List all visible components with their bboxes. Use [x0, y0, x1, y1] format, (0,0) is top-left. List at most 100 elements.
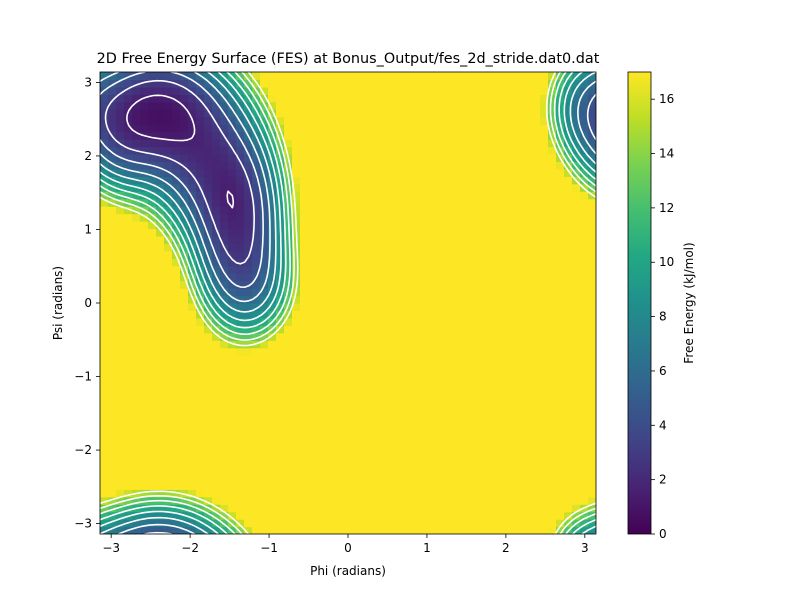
heatmap-cell [132, 206, 141, 215]
heatmap-cell [340, 444, 349, 453]
heatmap-cell [468, 429, 477, 438]
y-tick-label: 3 [84, 75, 92, 89]
heatmap-cell [532, 243, 541, 252]
heatmap-cell [108, 392, 117, 401]
heatmap-cell [420, 504, 429, 513]
heatmap-cell [148, 101, 157, 110]
heatmap-cell [460, 288, 469, 297]
heatmap-cell [580, 109, 589, 118]
heatmap-cell [276, 109, 285, 118]
heatmap-cell [156, 519, 165, 528]
heatmap-cell [428, 459, 437, 468]
heatmap-cell [228, 332, 237, 341]
heatmap-cell [220, 191, 229, 200]
heatmap-cell [508, 303, 517, 312]
heatmap-cell [404, 280, 413, 289]
heatmap-cell [388, 392, 397, 401]
heatmap-cell [172, 213, 181, 222]
heatmap-cell [412, 228, 421, 237]
heatmap-cell [516, 228, 525, 237]
heatmap-cell [220, 437, 229, 446]
heatmap-cell [148, 176, 157, 185]
heatmap-cell [356, 198, 365, 207]
heatmap-cell [292, 437, 301, 446]
heatmap-cell [228, 265, 237, 274]
heatmap-cell [396, 362, 405, 371]
heatmap-cell [356, 407, 365, 416]
heatmap-cell [332, 496, 341, 505]
heatmap-cell [428, 235, 437, 244]
heatmap-cell [516, 496, 525, 505]
heatmap-cell [548, 303, 557, 312]
heatmap-cell [252, 94, 261, 103]
heatmap-cell [524, 295, 533, 304]
heatmap-cell [412, 347, 421, 356]
heatmap-cell [284, 496, 293, 505]
heatmap-cell [268, 526, 277, 534]
heatmap-cell [188, 444, 197, 453]
heatmap-cell [132, 79, 141, 88]
heatmap-cell [332, 176, 341, 185]
heatmap-cell [148, 280, 157, 289]
heatmap-cell [500, 288, 509, 297]
heatmap-cell [364, 347, 373, 356]
heatmap-cell [132, 362, 141, 371]
heatmap-cell [108, 101, 117, 110]
heatmap-cell [308, 153, 317, 163]
heatmap-cell [172, 146, 181, 155]
heatmap-cell [364, 444, 373, 453]
heatmap-cell [428, 392, 437, 401]
heatmap-cell [204, 139, 213, 148]
heatmap-cell [516, 101, 525, 110]
y-tick-label: −1 [74, 370, 92, 384]
heatmap-cell [356, 459, 365, 468]
heatmap-cell [348, 131, 357, 140]
heatmap-cell [108, 146, 117, 155]
heatmap-cell [436, 168, 445, 177]
heatmap-cell [380, 101, 389, 110]
heatmap-cell [556, 347, 565, 356]
heatmap-cell [172, 474, 181, 483]
heatmap-cell [188, 146, 197, 155]
heatmap-cell [580, 511, 589, 520]
heatmap-cell [508, 221, 517, 230]
heatmap-cell [356, 250, 365, 259]
heatmap-cell [204, 392, 213, 401]
heatmap-cell [420, 511, 429, 520]
heatmap-cell [124, 183, 133, 192]
heatmap-cell [380, 407, 389, 416]
heatmap-cell [492, 489, 501, 498]
heatmap-cell [108, 384, 117, 394]
heatmap-cell [364, 221, 373, 230]
heatmap-cell [548, 198, 557, 207]
heatmap-cell [420, 444, 429, 453]
heatmap-cell [332, 235, 341, 244]
heatmap-cell [460, 325, 469, 334]
heatmap-cell [212, 295, 221, 304]
heatmap-cell [100, 161, 109, 170]
heatmap-cell [308, 384, 317, 394]
heatmap-cell [236, 399, 245, 408]
heatmap-cell [420, 191, 429, 200]
heatmap-cell [308, 303, 317, 312]
heatmap-cell [500, 191, 509, 200]
heatmap-cell [580, 288, 589, 297]
heatmap-cell [412, 452, 421, 461]
heatmap-cell [244, 273, 253, 282]
heatmap-cell [428, 377, 437, 386]
heatmap-cell [556, 206, 565, 215]
heatmap-cell [460, 496, 469, 505]
heatmap-cell [476, 392, 485, 401]
heatmap-cell [324, 116, 333, 125]
heatmap-cell [228, 273, 237, 282]
heatmap-cell [468, 131, 477, 140]
heatmap-cell [492, 474, 501, 483]
heatmap-cell [468, 109, 477, 118]
heatmap-cell [316, 273, 325, 282]
heatmap-cell [532, 94, 541, 103]
heatmap-cell [108, 303, 117, 312]
heatmap-cell [516, 325, 525, 334]
heatmap-cell [132, 153, 141, 163]
heatmap-cell [180, 414, 189, 423]
heatmap-cell [476, 191, 485, 200]
